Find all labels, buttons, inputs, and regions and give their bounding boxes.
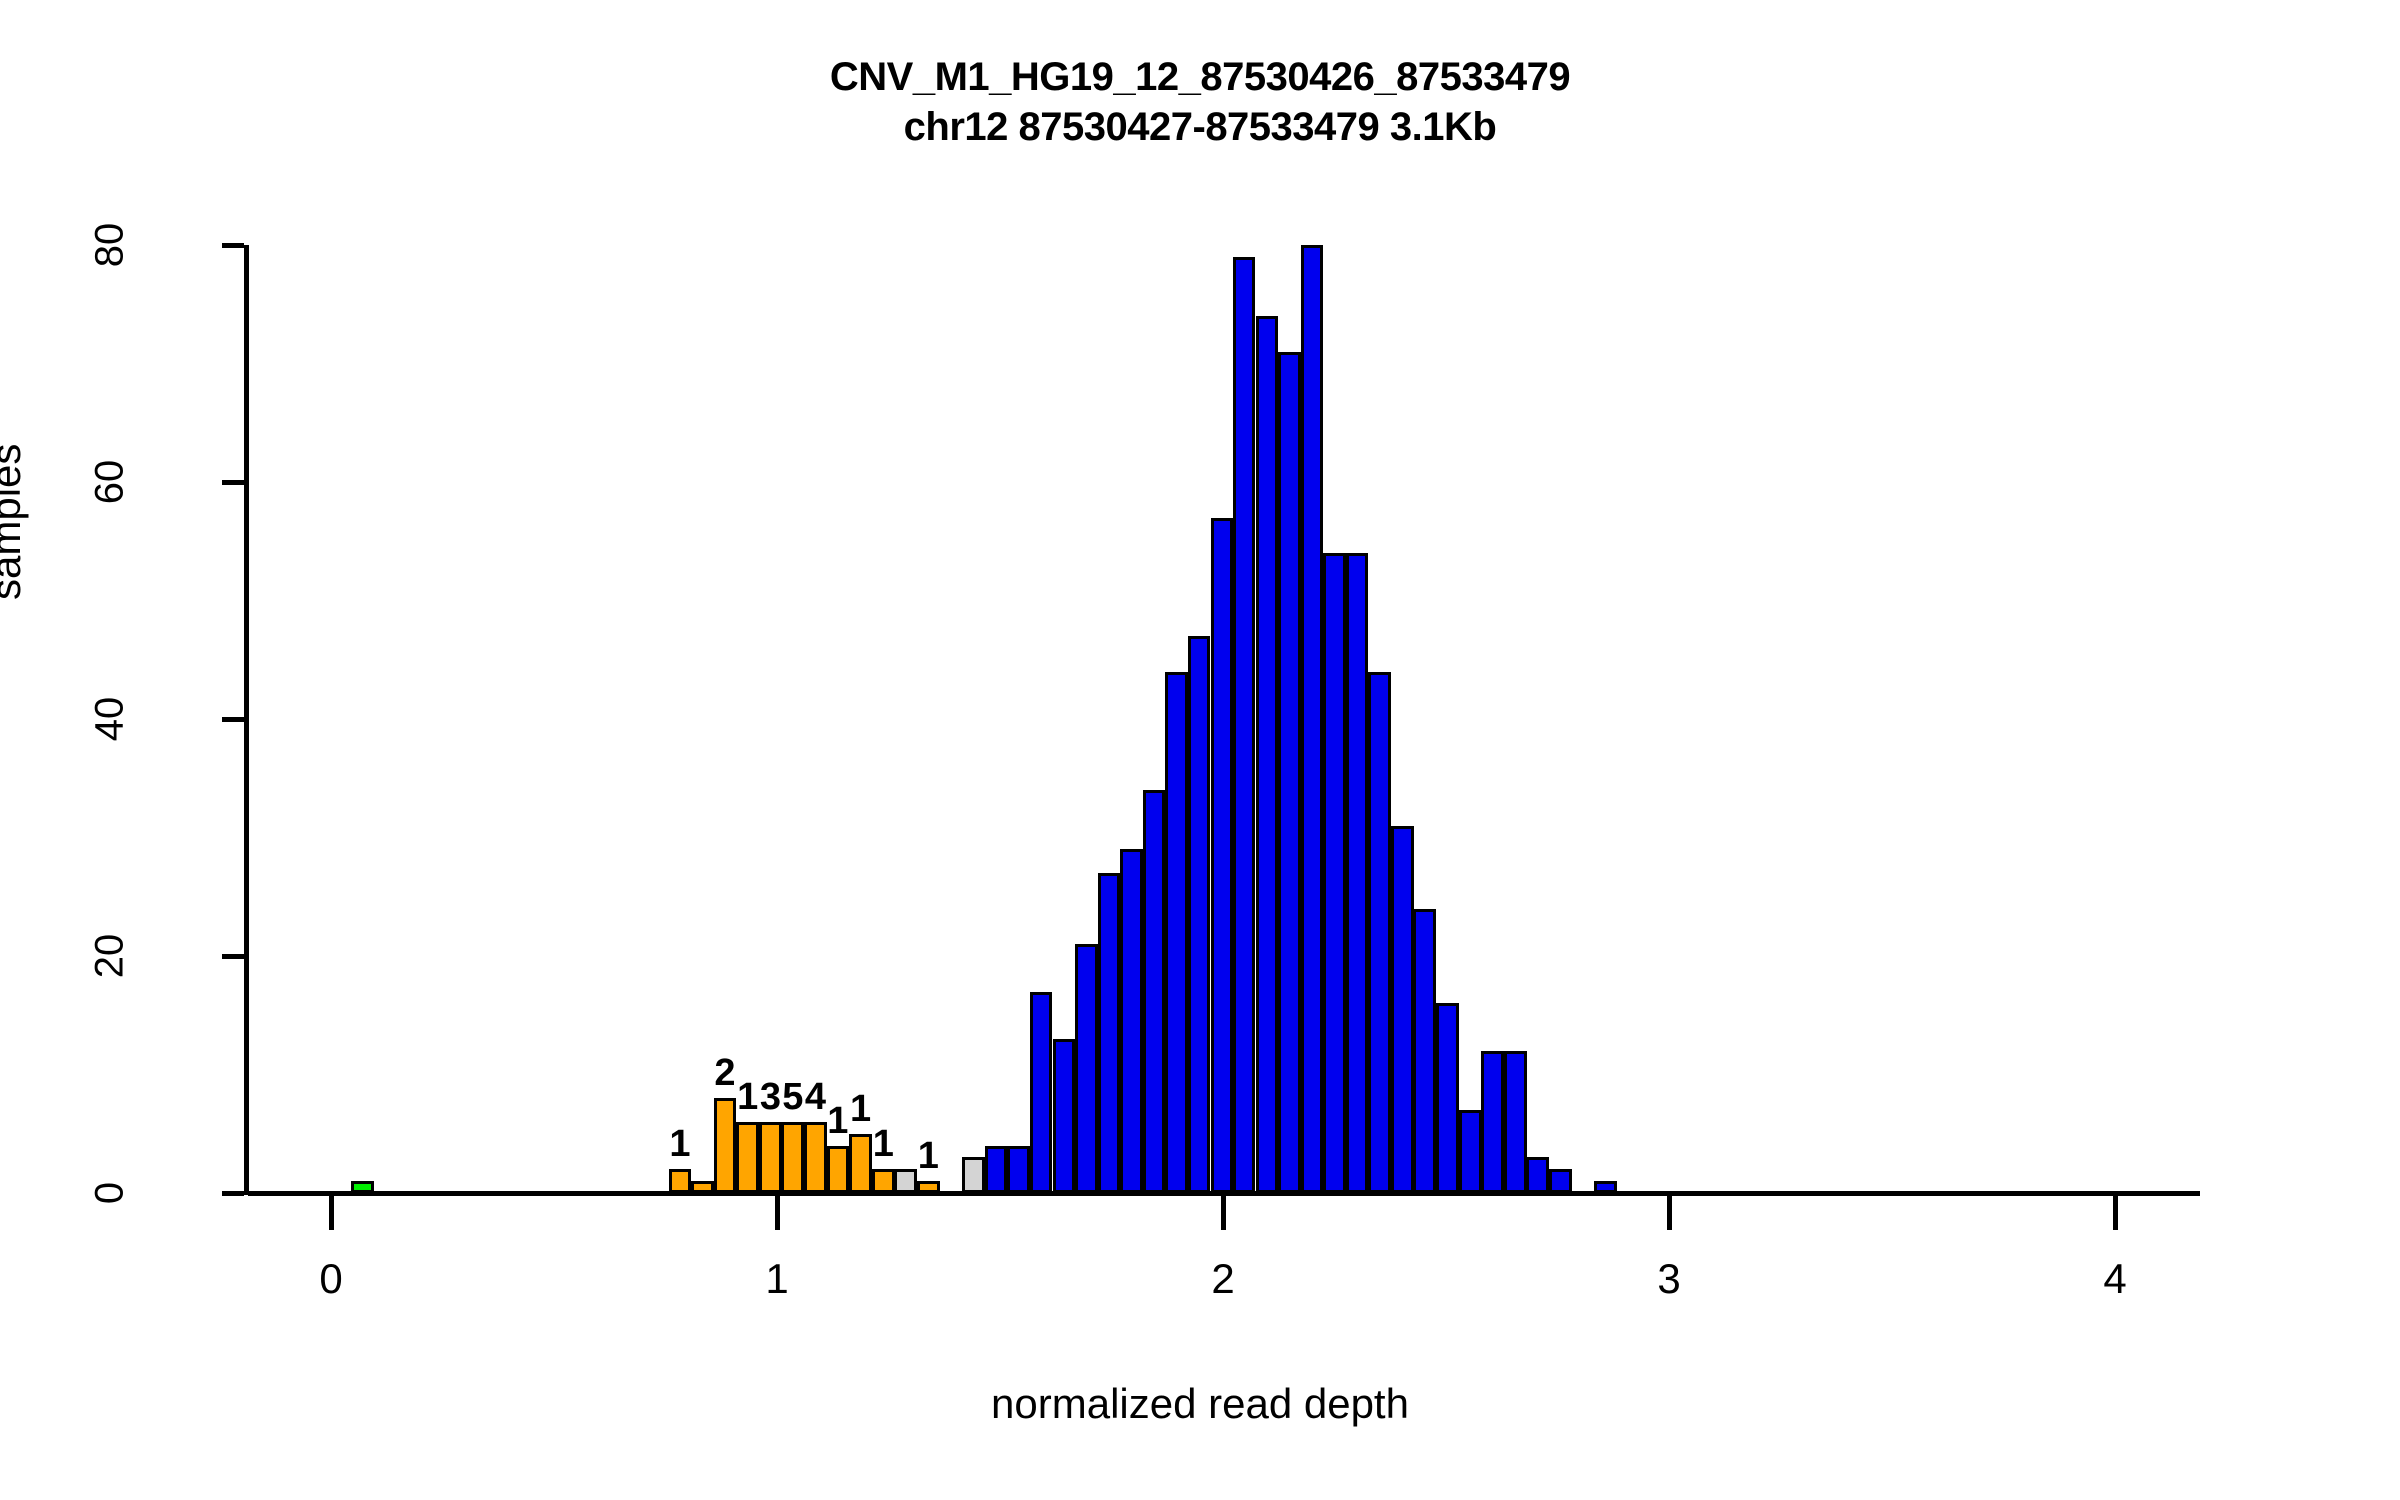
histogram-bar bbox=[1481, 1050, 1504, 1193]
histogram-bar bbox=[1097, 873, 1121, 1193]
y-tick-20 bbox=[222, 954, 244, 959]
histogram-bar bbox=[1029, 991, 1053, 1193]
x-tick-label-0: 0 bbox=[319, 1255, 343, 1302]
histogram-bar bbox=[849, 1133, 872, 1193]
histogram-bar bbox=[1007, 1145, 1030, 1193]
y-axis-title: samples bbox=[0, 443, 29, 600]
histogram-bar bbox=[1368, 671, 1391, 1193]
histogram-bar bbox=[1458, 1110, 1482, 1193]
x-tick-3 bbox=[1667, 1196, 1672, 1230]
bar-count-label: 1 bbox=[849, 1087, 872, 1130]
x-axis-line bbox=[248, 1191, 2200, 1196]
histogram-bar bbox=[1142, 790, 1166, 1193]
histogram-bar bbox=[1300, 245, 1324, 1193]
histogram-bar bbox=[1345, 553, 1369, 1193]
histogram-bar bbox=[1278, 351, 1301, 1193]
bar-count-label: 2 bbox=[714, 1052, 736, 1095]
histogram-bar bbox=[1119, 849, 1143, 1193]
x-tick-4 bbox=[2113, 1196, 2118, 1230]
bar-count-label: 1 bbox=[737, 1075, 759, 1118]
y-tick-label-60: 60 bbox=[87, 459, 132, 505]
histogram-bar bbox=[962, 1157, 985, 1193]
histogram-bar bbox=[1074, 944, 1098, 1193]
histogram-bar bbox=[1503, 1050, 1527, 1193]
histogram-bar bbox=[1052, 1038, 1076, 1193]
histogram-bar bbox=[917, 1181, 940, 1193]
x-tick-2 bbox=[1221, 1196, 1226, 1230]
histogram-bar bbox=[713, 1098, 737, 1193]
bar-count-label: 5 bbox=[782, 1075, 804, 1118]
histogram-bar bbox=[1436, 1003, 1459, 1193]
histogram-bar bbox=[759, 1121, 782, 1193]
bar-count-label: 3 bbox=[759, 1075, 782, 1118]
x-axis-title: normalized read depth bbox=[991, 1380, 1409, 1427]
bar-count-label: 4 bbox=[804, 1075, 827, 1118]
chart-title-block: CNV_M1_HG19_12_87530426_87533479 chr12 8… bbox=[0, 52, 2400, 152]
histogram-bar bbox=[1187, 636, 1211, 1193]
histogram-bar bbox=[1413, 908, 1437, 1193]
histogram-bar bbox=[1526, 1157, 1549, 1193]
histogram-bar bbox=[1210, 517, 1234, 1193]
y-tick-0 bbox=[222, 1191, 244, 1196]
y-tick-label-40: 40 bbox=[87, 696, 132, 742]
y-tick-80 bbox=[222, 243, 244, 248]
y-tick-label-20: 20 bbox=[87, 933, 132, 979]
x-tick-label-4: 4 bbox=[2103, 1255, 2127, 1302]
histogram-bar bbox=[736, 1121, 760, 1193]
histogram-bar bbox=[894, 1169, 917, 1193]
x-tick-1 bbox=[775, 1196, 780, 1230]
histogram-bar bbox=[351, 1181, 374, 1193]
histogram-bar bbox=[1232, 256, 1256, 1193]
histogram-bar bbox=[1323, 553, 1346, 1193]
histogram-bar bbox=[804, 1121, 827, 1193]
x-tick-label-2: 2 bbox=[1211, 1255, 1235, 1302]
x-tick-label-3: 3 bbox=[1657, 1255, 1681, 1302]
chart-title: CNV_M1_HG19_12_87530426_87533479 bbox=[829, 55, 1571, 99]
x-tick-label-1: 1 bbox=[765, 1255, 789, 1302]
bar-count-label: 1 bbox=[827, 1099, 849, 1142]
histogram-bar bbox=[826, 1145, 850, 1193]
histogram-bar bbox=[781, 1121, 805, 1193]
chart-subtitle: chr12 87530427-87533479 3.1Kb bbox=[903, 105, 1497, 149]
bar-count-label: 1 bbox=[669, 1123, 691, 1166]
y-tick-label-80: 80 bbox=[87, 222, 132, 268]
x-tick-0 bbox=[329, 1196, 334, 1230]
y-tick-label-0: 0 bbox=[87, 1181, 132, 1205]
histogram-bar bbox=[1165, 671, 1189, 1193]
y-tick-40 bbox=[222, 717, 244, 722]
histogram-bar bbox=[668, 1169, 692, 1193]
histogram-bar bbox=[691, 1181, 714, 1193]
histogram-bar bbox=[871, 1169, 895, 1193]
histogram-bar bbox=[1255, 316, 1279, 1193]
histogram-bar bbox=[1594, 1181, 1617, 1193]
y-tick-60 bbox=[222, 480, 244, 485]
histogram-bar bbox=[984, 1145, 1008, 1193]
y-axis-line bbox=[244, 245, 249, 1195]
bar-count-label: 1 bbox=[872, 1123, 894, 1166]
bar-count-label: 1 bbox=[917, 1135, 939, 1178]
histogram-bar bbox=[1391, 825, 1414, 1193]
histogram-bar bbox=[1549, 1169, 1572, 1193]
